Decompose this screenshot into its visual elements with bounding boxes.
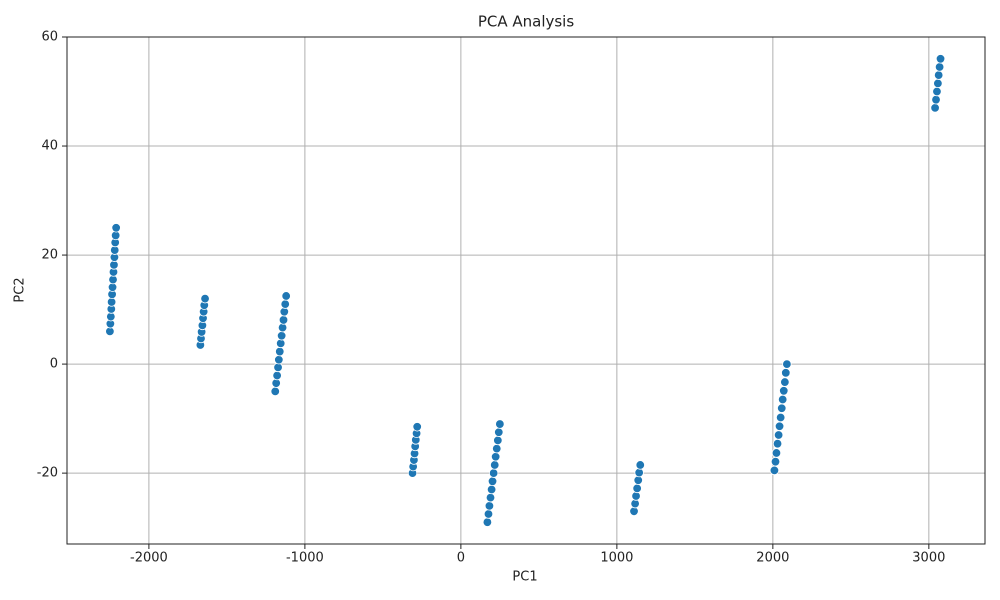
point [634, 467, 644, 478]
point [780, 377, 790, 387]
point [933, 78, 943, 89]
point [781, 368, 791, 378]
point [483, 509, 494, 519]
point [281, 291, 291, 301]
y-tick-label: 60 [41, 30, 58, 45]
point [277, 322, 288, 333]
point [490, 460, 500, 470]
point [495, 419, 505, 429]
x-tick-label: -2000 [130, 551, 168, 566]
point [631, 491, 641, 501]
point [930, 103, 940, 113]
point [630, 498, 640, 509]
x-tick-label: 0 [457, 551, 465, 566]
x-axis-label: PC1 [512, 570, 537, 585]
y-tick-label: 40 [41, 139, 58, 154]
point [629, 506, 639, 516]
point [494, 427, 504, 437]
point [633, 475, 643, 485]
point [111, 223, 121, 233]
point [777, 403, 787, 413]
point [278, 315, 289, 325]
point [632, 483, 642, 494]
point [490, 452, 501, 462]
x-tick-label: 1000 [600, 551, 633, 566]
point [775, 412, 786, 423]
plot-frame [66, 36, 986, 545]
point [274, 355, 284, 365]
point [772, 438, 783, 449]
point [486, 484, 497, 495]
point [270, 386, 280, 397]
point [200, 293, 210, 304]
point [935, 54, 946, 64]
y-tick-label: -20 [37, 466, 58, 481]
point [271, 378, 281, 388]
y-tick-label: 0 [50, 357, 58, 372]
point [769, 465, 780, 476]
x-tick-label: 3000 [912, 551, 945, 566]
point [932, 86, 942, 97]
point [412, 422, 422, 432]
x-tick-label: -1000 [286, 551, 324, 566]
point [493, 435, 503, 446]
point [770, 456, 781, 467]
point [276, 338, 286, 349]
point [774, 421, 785, 431]
point [272, 370, 282, 381]
point [777, 394, 788, 405]
point [275, 346, 285, 357]
point [487, 476, 498, 487]
point [782, 359, 792, 369]
x-tick-label: 2000 [756, 551, 789, 566]
point [934, 62, 945, 72]
y-tick-label: 20 [41, 248, 58, 263]
point [773, 430, 784, 440]
point [779, 386, 789, 396]
point [485, 492, 496, 503]
point [771, 448, 782, 458]
chart-title: PCA Analysis [478, 13, 575, 31]
point [276, 331, 287, 341]
point [484, 501, 495, 511]
point [492, 443, 502, 454]
y-axis-label: PC2 [13, 277, 28, 302]
point [280, 299, 290, 309]
point [482, 517, 493, 527]
point [931, 94, 941, 105]
point [488, 468, 499, 478]
point [933, 70, 944, 80]
point [635, 460, 645, 470]
point [279, 307, 289, 317]
